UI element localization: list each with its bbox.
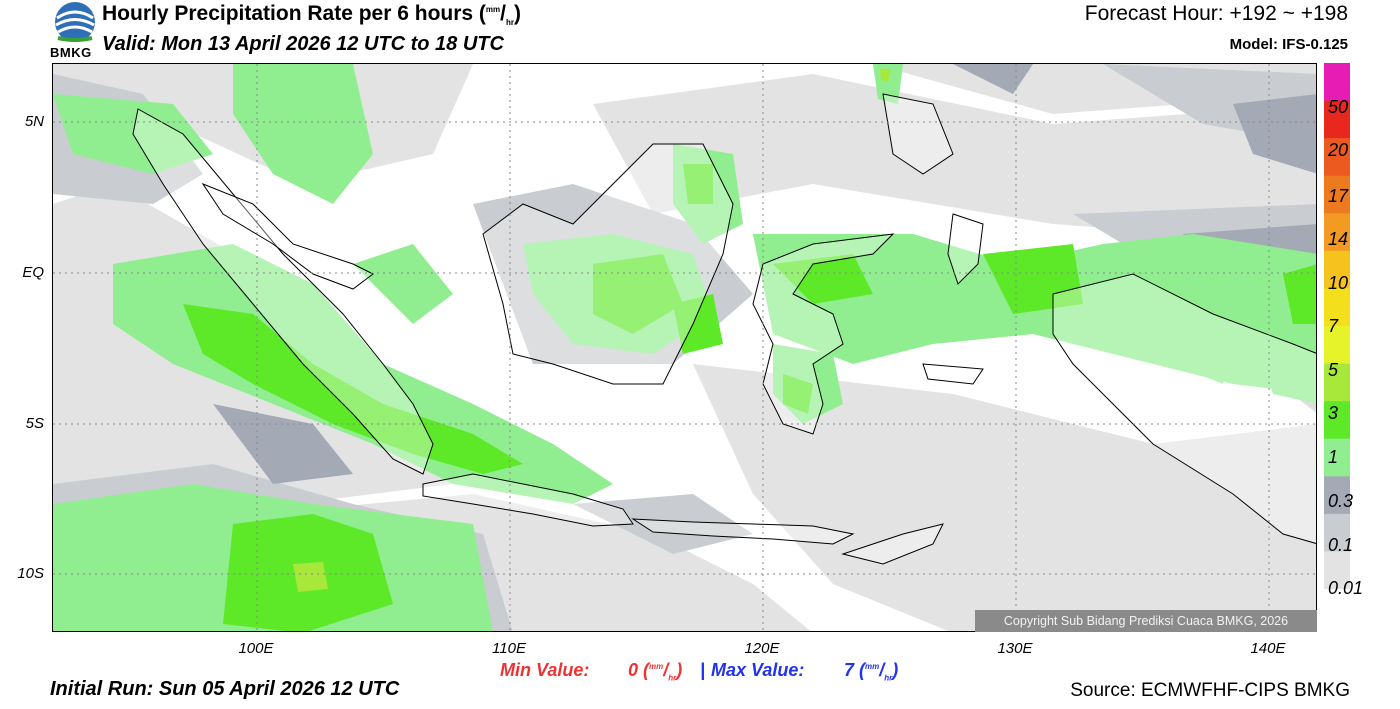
grid-lines [53, 64, 1316, 631]
colorbar-swatch [1324, 476, 1350, 515]
colorbar-swatch [1324, 513, 1350, 552]
new-guinea-outline [1052, 273, 1316, 544]
map-canvas [53, 64, 1316, 631]
sulawesi-outline [752, 233, 895, 435]
sumatra-outline [132, 108, 434, 475]
colorbar-label-0-1: 0.1 [1328, 535, 1354, 555]
page-title: Hourly Precipitation Rate per 6 hours (m… [102, 2, 521, 28]
colorbar-label-3: 3 [1328, 403, 1339, 423]
colorbar-swatch [1324, 363, 1350, 402]
colorbar-swatch [1324, 175, 1350, 214]
colorbar-label-50: 50 [1328, 97, 1349, 117]
min-unit-num: mm [649, 662, 664, 671]
initial-run: Initial Run: Sun 05 April 2026 12 UTC [50, 678, 400, 700]
precip-layer-3 [183, 164, 1316, 631]
colorbar-label-20: 20 [1328, 140, 1349, 160]
y-tick-eq: EQ [22, 264, 44, 281]
x-tick-110e: 110E [492, 640, 526, 657]
colorbar-label-17: 17 [1328, 186, 1349, 206]
colorbar-label-10: 10 [1328, 273, 1349, 293]
max-unit-num: mm [865, 662, 880, 671]
halmahera-outline [947, 213, 984, 285]
precipitation-map [52, 63, 1317, 632]
y-tick-5n: 5N [24, 113, 44, 130]
colorbar-swatch [1324, 213, 1350, 252]
colorbar-swatch [1324, 551, 1350, 590]
mindanao-outline [882, 93, 954, 175]
y-tick-5s: 5S [25, 415, 44, 432]
copyright-label: Copyright Sub Bidang Prediksi Cuaca BMKG… [975, 610, 1317, 632]
colorbar-swatch [1324, 401, 1350, 440]
nusa-tenggara-outline [631, 518, 855, 545]
title-text: Hourly Precipitation Rate per 6 hours [102, 2, 474, 25]
x-tick-120e: 120E [744, 640, 780, 657]
source-label: Source: ECMWFHF-CIPS BMKG [1070, 680, 1350, 701]
malay-peninsula-outline [201, 182, 374, 290]
coastline-layer [132, 93, 1316, 565]
colorbar-swatch [1324, 288, 1350, 327]
colorbar-swatches [1324, 63, 1350, 590]
y-tick-10s: 10S [17, 565, 44, 582]
forecast-hour: Forecast Hour: +192 ~ +198 [1084, 2, 1348, 25]
colorbar-label-0-01: 0.01 [1328, 578, 1364, 598]
maluku-outline [922, 363, 984, 385]
min-value-number: 0 [628, 660, 639, 680]
max-value: 7 (mm/hr) [844, 660, 899, 683]
max-value-number: 7 [844, 660, 855, 680]
colorbar-swatch [1324, 326, 1350, 365]
colorbar-label-7: 7 [1328, 316, 1339, 336]
valid-time: Valid: Mon 13 April 2026 12 UTC to 18 UT… [102, 33, 504, 55]
colorbar [1324, 63, 1350, 590]
title-unit-num: mm [485, 5, 501, 14]
precip-layer-5 [293, 69, 891, 592]
x-tick-130e: 130E [997, 640, 1033, 657]
max-unit-den: hr [884, 673, 893, 683]
max-value-label: Max Value: [711, 660, 805, 680]
colorbar-swatch [1324, 250, 1350, 289]
colorbar-label-1: 1 [1328, 447, 1339, 467]
logo-text: BMKG [50, 45, 92, 60]
borneo-outline [482, 143, 734, 385]
x-tick-140e: 140E [1250, 640, 1286, 657]
bmkg-logo: BMKG [50, 0, 98, 60]
timor-outline [841, 523, 944, 565]
java-outline [422, 473, 634, 527]
stats-separator: | [700, 660, 706, 680]
colorbar-swatch [1324, 138, 1350, 177]
colorbar-swatch [1324, 438, 1350, 477]
min-unit-den: hr [668, 673, 677, 683]
min-value-label: Min Value: [500, 660, 590, 680]
colorbar-label-5: 5 [1328, 360, 1339, 380]
colorbar-swatch [1324, 100, 1350, 139]
bmkg-logo-icon [55, 2, 95, 42]
title-unit-den: hr [506, 18, 514, 28]
min-value: 0 (mm/hr) [628, 660, 683, 683]
colorbar-label-14: 14 [1328, 229, 1349, 249]
colorbar-label-0-3: 0.3 [1328, 491, 1354, 511]
colorbar-swatch [1324, 63, 1350, 102]
model-name: Model: IFS-0.125 [1229, 36, 1348, 53]
x-tick-100e: 100E [238, 640, 274, 657]
